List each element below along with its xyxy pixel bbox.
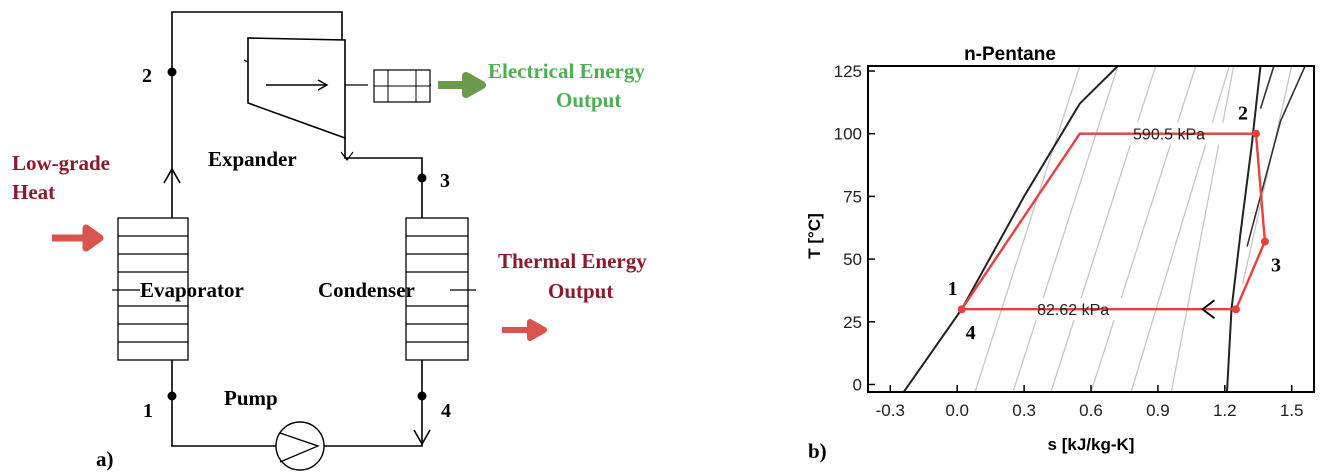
y-axis-label: T [°C] bbox=[805, 213, 824, 259]
isobar-line bbox=[1130, 66, 1230, 392]
state-label-3: 3 bbox=[440, 170, 450, 192]
expander-shape bbox=[247, 37, 346, 140]
x-tick-label: 0.9 bbox=[1146, 401, 1170, 420]
state-label-2: 2 bbox=[142, 65, 152, 87]
ts-chart: n-Pentane 590.5 kPa 82.62 kPa -0.3 0.0 0.3 0… bbox=[805, 44, 1315, 463]
isobar-line bbox=[1170, 66, 1235, 392]
state-dot-2 bbox=[167, 67, 177, 77]
isobar-line bbox=[1241, 66, 1293, 285]
x-tick-label: -0.3 bbox=[876, 401, 905, 420]
electrical-output-label-line1: Electrical Energy bbox=[488, 59, 645, 83]
state-label-1: 1 bbox=[143, 400, 153, 422]
generator-inner-lines bbox=[374, 70, 430, 102]
chart-title: n-Pentane bbox=[964, 44, 1056, 65]
pipe-expander-to-condenser bbox=[344, 138, 423, 218]
condenser-label: Condenser bbox=[318, 278, 415, 302]
cycle-state-marker bbox=[1252, 129, 1261, 138]
chart-state-label-3: 3 bbox=[1271, 255, 1281, 277]
evaporator-plates bbox=[112, 235, 188, 343]
x-tick-label: 0.6 bbox=[1079, 401, 1103, 420]
pipe-condenser-to-pump bbox=[324, 360, 423, 447]
y-tick-label: 125 bbox=[834, 62, 862, 81]
electrical-output-arrow-icon bbox=[438, 72, 486, 98]
thermal-output-label-line2: Output bbox=[548, 279, 613, 303]
x-tick-label: 1.2 bbox=[1213, 401, 1237, 420]
small-arrow-expander-outlet-icon bbox=[340, 151, 354, 161]
y-tick-label: 25 bbox=[843, 313, 862, 332]
chart-state-label-2: 2 bbox=[1238, 103, 1248, 125]
y-tick-label: 75 bbox=[843, 187, 862, 206]
y-tick-label: 100 bbox=[834, 125, 862, 144]
superheat-isobar-line bbox=[1246, 66, 1306, 247]
pressure-label: 590.5 kPa bbox=[1133, 127, 1205, 144]
y-tick-label: 50 bbox=[843, 250, 862, 269]
cycle-diagram bbox=[52, 11, 547, 471]
cycle-state-marker bbox=[1231, 305, 1240, 314]
isobar-line bbox=[1050, 66, 1157, 392]
evaporator-box bbox=[117, 217, 189, 361]
expander-direction-arrow-icon bbox=[266, 79, 329, 91]
x-tick-label: 1.5 bbox=[1280, 401, 1304, 420]
cycle-state-marker bbox=[957, 305, 966, 314]
isobar-line bbox=[1090, 66, 1197, 392]
condenser-box bbox=[405, 217, 469, 361]
pipe-evaporator-to-expander bbox=[171, 11, 343, 218]
state-dot-3 bbox=[417, 173, 427, 183]
pressure-label: 82.62 kPa bbox=[1037, 302, 1109, 319]
state-dot-4 bbox=[417, 391, 427, 401]
state-label-4: 4 bbox=[441, 400, 451, 422]
pump-label: Pump bbox=[224, 386, 278, 410]
cycle-direction-arrow-icon bbox=[1201, 299, 1216, 319]
thermal-output-arrow-icon bbox=[502, 319, 547, 341]
heat-input-label-line1: Low-grade bbox=[12, 151, 110, 175]
saturated-vapor-curve bbox=[1226, 66, 1262, 392]
pipe-pump-to-evaporator bbox=[171, 360, 276, 447]
flow-arrow-up-icon bbox=[163, 167, 181, 184]
x-tick-label: 0.0 bbox=[945, 401, 969, 420]
superheat-isobar-line bbox=[1259, 66, 1275, 109]
heat-input-label-line2: Heat bbox=[12, 180, 55, 204]
isobar-line bbox=[974, 66, 1081, 392]
condenser-plates bbox=[406, 235, 476, 343]
chart-state-label-4: 4 bbox=[966, 322, 976, 344]
panel-label-b: b) bbox=[808, 439, 827, 463]
chart-state-label-1: 1 bbox=[948, 278, 958, 300]
cycle-path bbox=[960, 132, 1267, 311]
thermal-output-label-line1: Thermal Energy bbox=[498, 249, 647, 273]
state-dot-1 bbox=[167, 391, 177, 401]
cycle-diagram-labels: 2 3 1 4 Expander Evaporator Condenser Pu… bbox=[12, 59, 647, 471]
saturated-liquid-curve bbox=[902, 66, 1119, 392]
heat-input-arrow-icon bbox=[52, 224, 104, 252]
evaporator-label: Evaporator bbox=[140, 278, 244, 302]
cycle-state-marker bbox=[1260, 237, 1269, 246]
electrical-output-label-line2: Output bbox=[556, 88, 621, 112]
x-axis-label: s [kJ/kg-K] bbox=[1048, 435, 1135, 454]
y-tick-label: 0 bbox=[853, 375, 862, 394]
pump-triangle bbox=[279, 432, 320, 463]
flow-arrow-down-icon bbox=[413, 429, 431, 446]
panel-label-a: a) bbox=[96, 447, 114, 471]
isobar-line bbox=[1012, 66, 1119, 392]
x-tick-label: 0.3 bbox=[1012, 401, 1036, 420]
expander-label: Expander bbox=[208, 147, 297, 171]
